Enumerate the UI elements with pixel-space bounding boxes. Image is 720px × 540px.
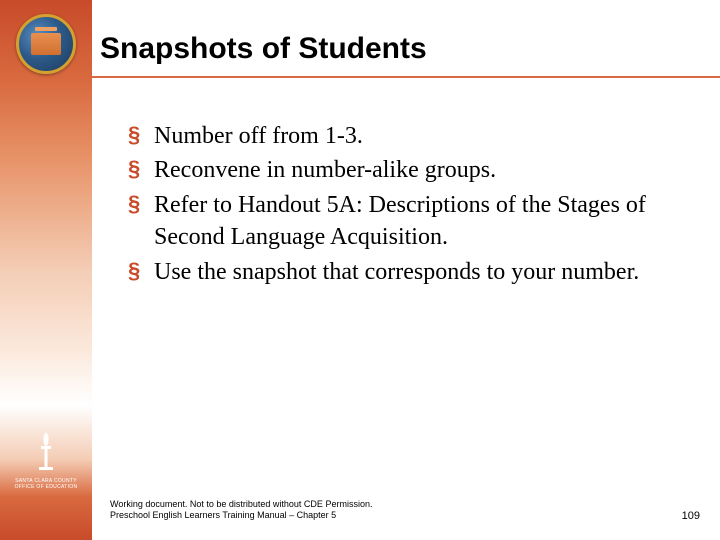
state-seal-icon xyxy=(16,14,76,74)
org-logo: SANTA CLARA COUNTY OFFICE OF EDUCATION xyxy=(6,430,86,490)
bullet-list: Number off from 1-3. Reconvene in number… xyxy=(128,120,684,288)
slide-title: Snapshots of Students xyxy=(100,32,720,66)
bullet-item: Reconvene in number-alike groups. xyxy=(128,154,684,186)
footer: Working document. Not to be distributed … xyxy=(110,499,700,522)
footer-line1: Working document. Not to be distributed … xyxy=(110,499,372,511)
torch-icon xyxy=(31,430,61,474)
sidebar: SANTA CLARA COUNTY OFFICE OF EDUCATION xyxy=(0,0,92,540)
content-area: Number off from 1-3. Reconvene in number… xyxy=(92,78,720,288)
footer-text-block: Working document. Not to be distributed … xyxy=(110,499,372,522)
title-area: Snapshots of Students xyxy=(92,0,720,78)
page-number: 109 xyxy=(682,510,700,522)
bullet-item: Refer to Handout 5A: Descriptions of the… xyxy=(128,189,684,254)
bullet-item: Number off from 1-3. xyxy=(128,120,684,152)
seal-book-icon xyxy=(31,33,61,55)
footer-line2: Preschool English Learners Training Manu… xyxy=(110,510,372,522)
bullet-item: Use the snapshot that corresponds to you… xyxy=(128,256,684,288)
main-content: Snapshots of Students Number off from 1-… xyxy=(92,0,720,540)
org-name-line2: OFFICE OF EDUCATION xyxy=(6,484,86,490)
